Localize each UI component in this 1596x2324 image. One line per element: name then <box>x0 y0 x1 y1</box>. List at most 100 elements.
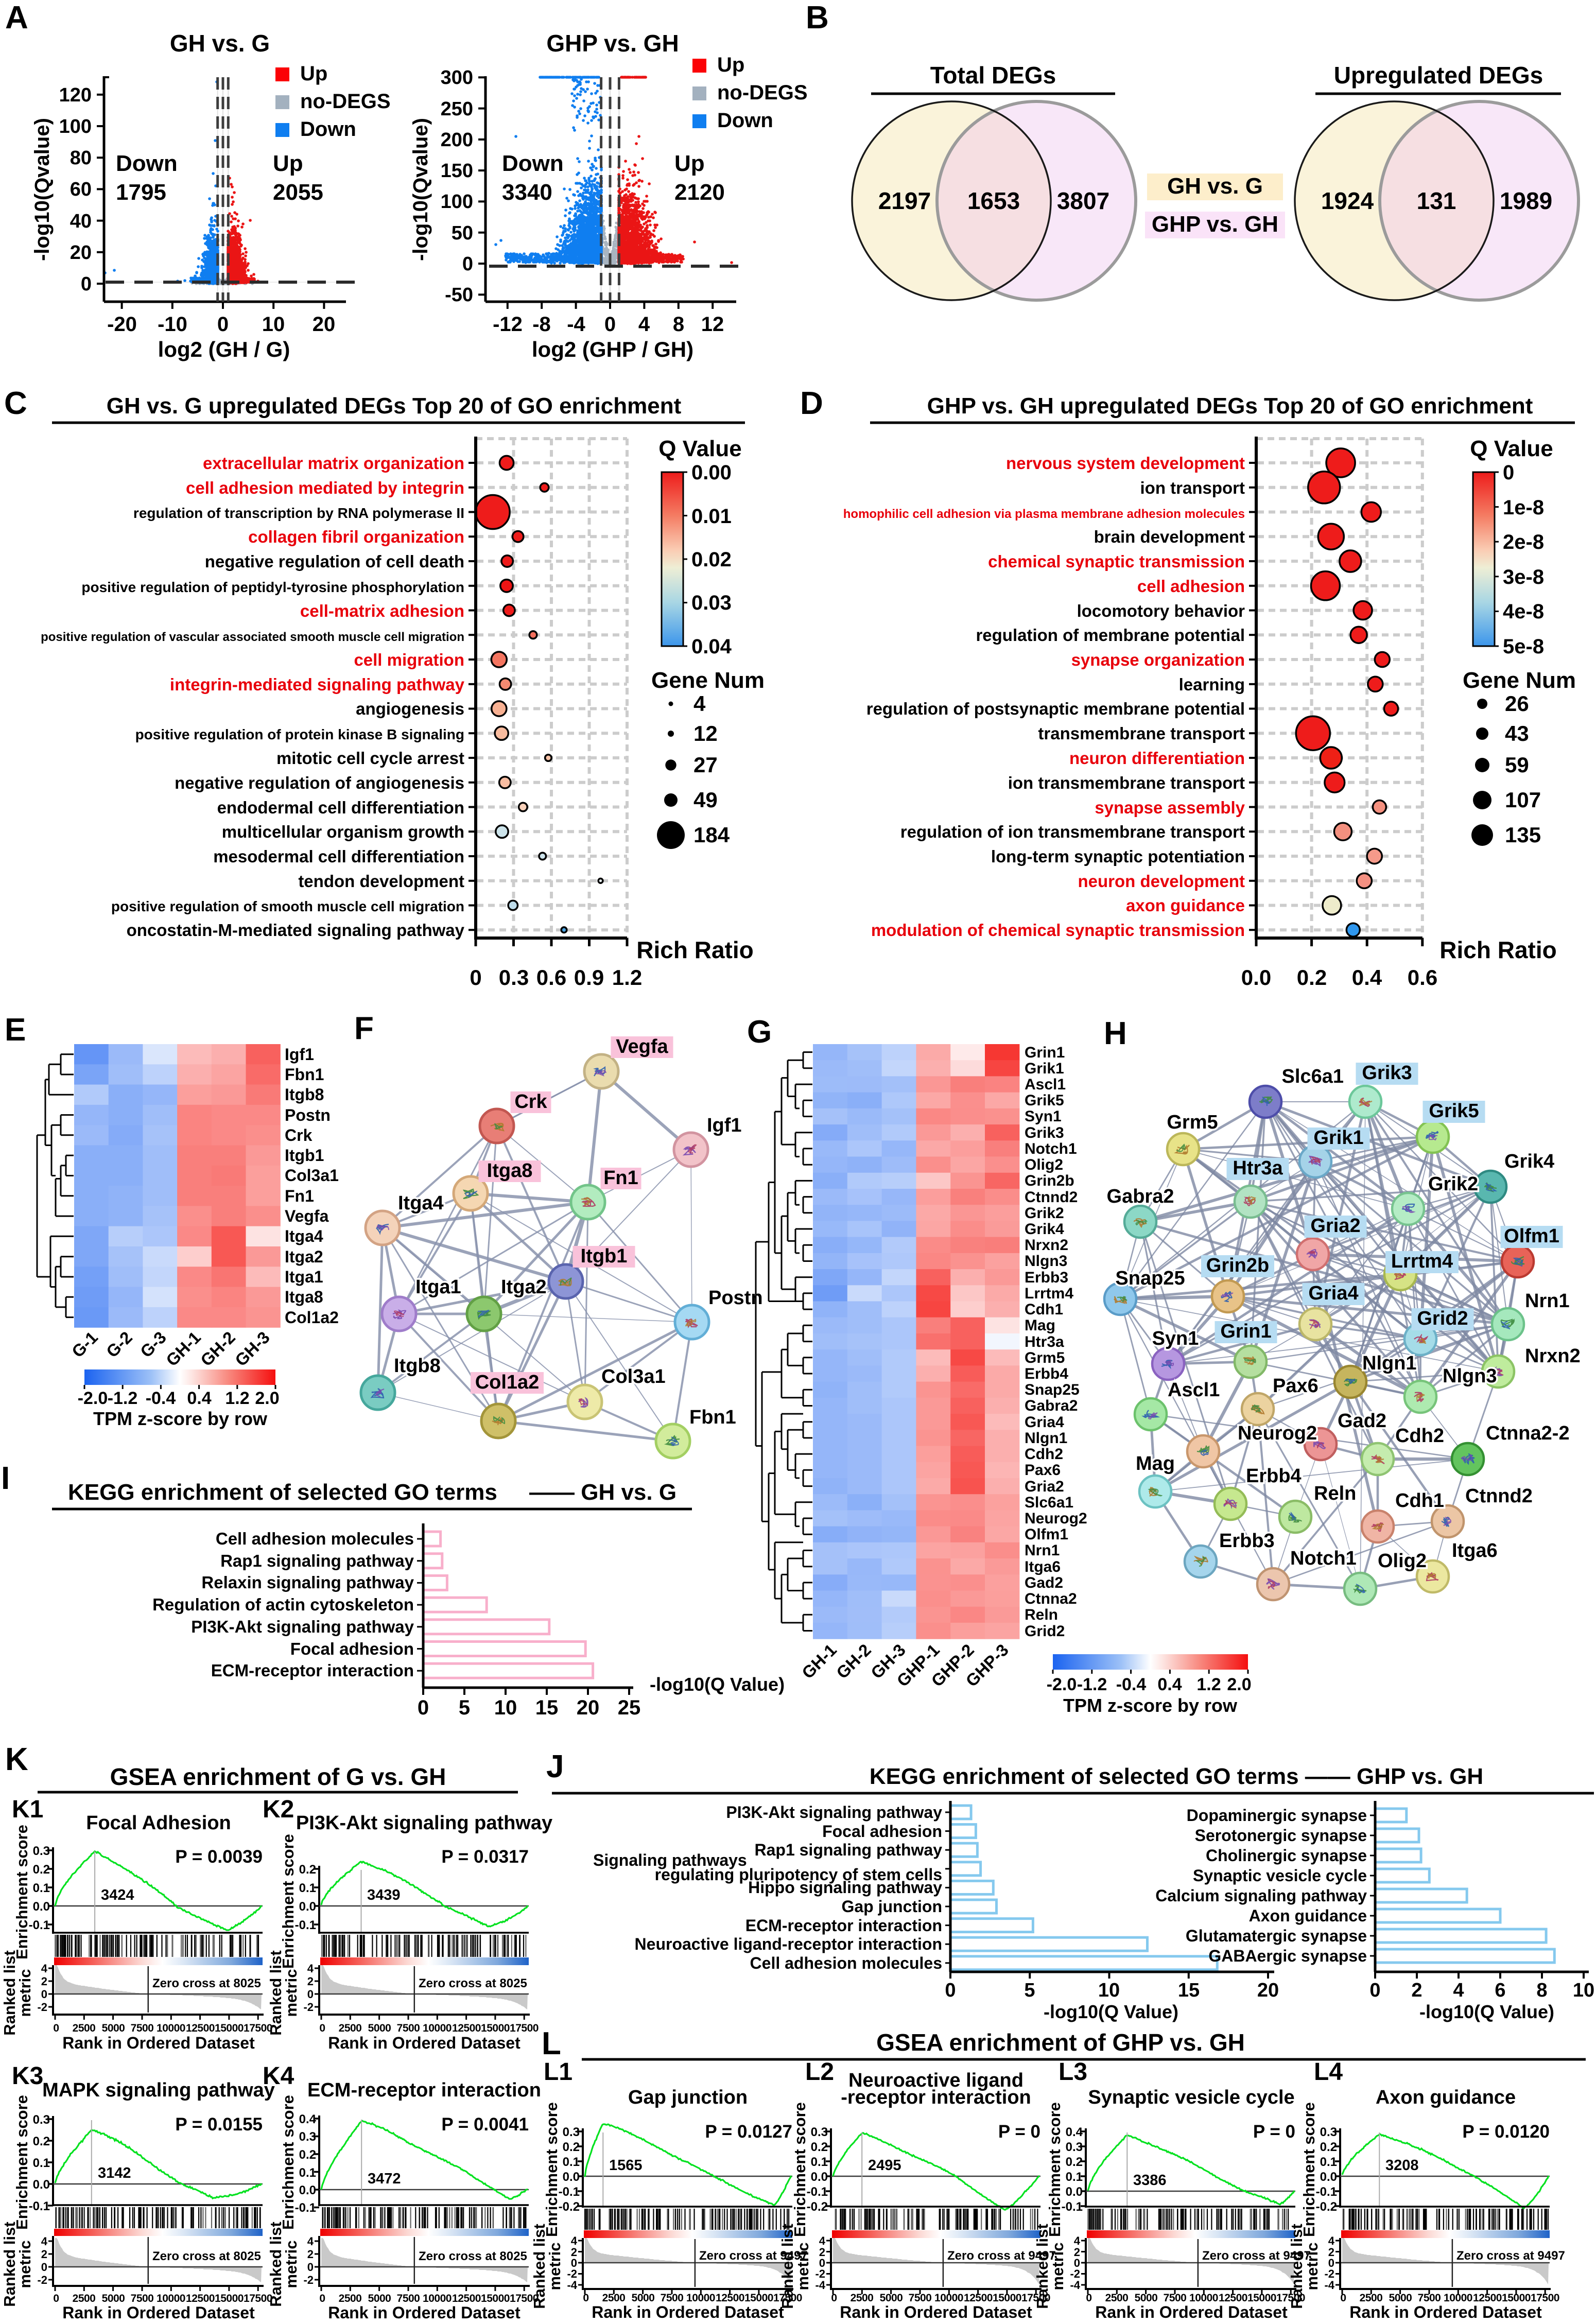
svg-text:Grik5: Grik5 <box>1429 1100 1479 1122</box>
svg-text:0.4: 0.4 <box>187 1389 211 1408</box>
svg-text:Q Value: Q Value <box>1470 436 1553 461</box>
svg-text:0.2: 0.2 <box>33 1863 50 1877</box>
svg-text:Serotonergic synapse: Serotonergic synapse <box>1195 1826 1367 1845</box>
svg-text:metric: metric <box>282 2240 300 2288</box>
svg-text:nervous system development: nervous system development <box>1006 454 1245 473</box>
svg-text:17500: 17500 <box>510 2293 539 2304</box>
svg-text:TPM z-score by row: TPM z-score by row <box>1063 1695 1238 1716</box>
svg-text:2055: 2055 <box>273 180 323 205</box>
svg-text:Ranked list: Ranked list <box>1 1950 19 2035</box>
svg-text:Dopaminergic synapse: Dopaminergic synapse <box>1187 1806 1367 1825</box>
svg-text:L1: L1 <box>544 2058 573 2086</box>
svg-text:-0.1: -0.1 <box>807 2185 828 2199</box>
svg-text:Cdh1: Cdh1 <box>1395 1490 1444 1512</box>
svg-text:-0.1: -0.1 <box>1316 2185 1337 2199</box>
svg-text:15000: 15000 <box>215 2293 244 2304</box>
svg-text:extracellular matrix organizat: extracellular matrix organization <box>203 454 464 473</box>
svg-text:-0.4: -0.4 <box>146 1389 176 1408</box>
svg-text:transmembrane transport: transmembrane transport <box>1038 724 1245 743</box>
svg-text:0.3: 0.3 <box>299 2130 316 2144</box>
svg-text:Enrichment score: Enrichment score <box>13 2095 31 2230</box>
svg-text:0.0: 0.0 <box>299 1900 316 1914</box>
svg-text:Itga2: Itga2 <box>501 1276 547 1298</box>
svg-text:60: 60 <box>70 179 92 200</box>
svg-text:0.0: 0.0 <box>33 1900 50 1914</box>
svg-text:Rich Ratio: Rich Ratio <box>636 936 753 963</box>
svg-text:5000: 5000 <box>102 2293 125 2304</box>
svg-text:Ctnnd2: Ctnnd2 <box>1025 1189 1078 1206</box>
svg-text:2500: 2500 <box>73 2022 96 2034</box>
svg-text:1989: 1989 <box>1500 187 1552 214</box>
svg-text:0.0: 0.0 <box>1066 2185 1083 2199</box>
svg-text:Down: Down <box>717 109 773 132</box>
svg-text:Postn: Postn <box>285 1106 331 1124</box>
svg-text:7500: 7500 <box>397 2022 420 2034</box>
svg-text:Enrichment score: Enrichment score <box>1300 2102 1318 2237</box>
svg-text:25: 25 <box>618 1696 641 1719</box>
svg-text:Grid2: Grid2 <box>1025 1623 1065 1640</box>
svg-text:5000: 5000 <box>1135 2292 1158 2304</box>
svg-text:K4: K4 <box>263 2062 294 2090</box>
svg-text:3e-8: 3e-8 <box>1503 566 1544 588</box>
svg-text:Nrxn2: Nrxn2 <box>1525 1345 1581 1367</box>
svg-text:Crk: Crk <box>285 1126 313 1144</box>
svg-text:2.0: 2.0 <box>1227 1675 1251 1694</box>
svg-text:-4: -4 <box>1324 2279 1334 2292</box>
svg-text:Grin2b: Grin2b <box>1206 1255 1269 1276</box>
svg-text:locomotory behavior: locomotory behavior <box>1077 601 1245 620</box>
svg-text:Ranked list: Ranked list <box>1033 2224 1051 2309</box>
svg-text:2500: 2500 <box>1105 2292 1129 2304</box>
svg-text:Grik1: Grik1 <box>1313 1127 1363 1149</box>
svg-text:collagen fibril organization: collagen fibril organization <box>248 527 464 546</box>
svg-text:Cdh2: Cdh2 <box>1395 1425 1444 1447</box>
svg-text:P = 0.0041: P = 0.0041 <box>441 2114 529 2135</box>
svg-text:17500: 17500 <box>1021 2292 1050 2304</box>
svg-text:0.3: 0.3 <box>499 965 529 990</box>
svg-text:Pax6: Pax6 <box>1025 1462 1061 1479</box>
svg-text:Olfm1: Olfm1 <box>1025 1526 1068 1543</box>
svg-text:Itga4: Itga4 <box>285 1227 323 1245</box>
svg-text:4: 4 <box>307 2235 314 2248</box>
svg-text:10: 10 <box>262 313 285 336</box>
svg-text:Nlgn3: Nlgn3 <box>1025 1253 1067 1270</box>
svg-text:4: 4 <box>638 313 650 336</box>
svg-text:0.2: 0.2 <box>1297 965 1327 990</box>
svg-text:2: 2 <box>41 2248 47 2261</box>
svg-text:metric: metric <box>16 1969 34 2017</box>
svg-text:Itga2: Itga2 <box>285 1247 323 1266</box>
svg-text:Focal adhesion: Focal adhesion <box>822 1822 942 1841</box>
svg-text:GH vs. G: GH vs. G <box>1167 174 1263 199</box>
svg-text:12500: 12500 <box>186 2293 215 2304</box>
svg-text:10: 10 <box>1098 1980 1120 2001</box>
svg-text:Zero cross at 9497: Zero cross at 9497 <box>1456 2249 1565 2263</box>
svg-text:7500: 7500 <box>1164 2292 1187 2304</box>
svg-text:Cholinergic synapse: Cholinergic synapse <box>1206 1846 1367 1865</box>
svg-text:ion transport: ion transport <box>1140 478 1245 497</box>
svg-text:TPM z-score by row: TPM z-score by row <box>93 1408 268 1429</box>
svg-text:Nlgn1: Nlgn1 <box>1362 1352 1417 1374</box>
svg-text:Crk: Crk <box>514 1091 547 1113</box>
svg-text:8: 8 <box>1536 1980 1547 2001</box>
svg-text:GSEA enrichment of G vs. GH: GSEA enrichment of G vs. GH <box>110 1763 446 1790</box>
svg-text:0: 0 <box>81 273 92 295</box>
svg-text:Axon guidance: Axon guidance <box>1249 1906 1367 1925</box>
svg-text:chemical synaptic transmission: chemical synaptic transmission <box>988 552 1245 571</box>
svg-text:-receptor interaction: -receptor interaction <box>841 2087 1031 2108</box>
svg-text:-4: -4 <box>567 2279 577 2292</box>
svg-text:0: 0 <box>418 1696 429 1719</box>
svg-text:100: 100 <box>59 116 92 137</box>
svg-text:-log10(Q Value): -log10(Q Value) <box>1419 2001 1554 2022</box>
svg-text:P = 0: P = 0 <box>998 2122 1040 2142</box>
svg-text:2: 2 <box>1328 2246 1334 2259</box>
svg-text:-log10(Q Value): -log10(Q Value) <box>1044 2001 1178 2022</box>
svg-text:6: 6 <box>1495 1980 1505 2001</box>
svg-text:Signaling pathways: Signaling pathways <box>593 1851 747 1869</box>
svg-text:4: 4 <box>1328 2234 1335 2247</box>
svg-text:no-DEGS: no-DEGS <box>300 90 391 113</box>
svg-text:GH vs. G upregulated DEGs Top: GH vs. G upregulated DEGs Top 20 of GO e… <box>107 393 682 419</box>
svg-text:tendon development: tendon development <box>298 872 464 891</box>
svg-text:Ctnnd2: Ctnnd2 <box>1465 1485 1533 1507</box>
svg-text:0: 0 <box>307 2261 314 2274</box>
svg-text:E: E <box>5 1012 26 1048</box>
svg-text:5000: 5000 <box>880 2292 903 2304</box>
